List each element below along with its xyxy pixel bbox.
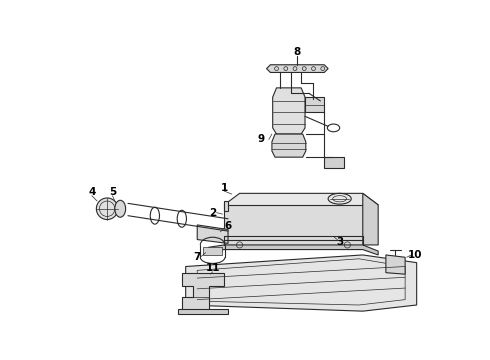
Polygon shape [224, 205, 363, 245]
Polygon shape [363, 193, 378, 245]
Polygon shape [272, 134, 306, 157]
Polygon shape [178, 309, 228, 314]
Text: 11: 11 [205, 263, 220, 273]
Ellipse shape [97, 198, 118, 220]
Polygon shape [186, 255, 416, 311]
Text: 6: 6 [224, 221, 232, 231]
Polygon shape [209, 245, 378, 255]
Polygon shape [273, 88, 305, 134]
Text: 5: 5 [109, 187, 116, 197]
Text: 2: 2 [209, 208, 216, 217]
Polygon shape [197, 225, 228, 243]
Polygon shape [182, 273, 224, 311]
Text: 10: 10 [408, 250, 422, 260]
Polygon shape [224, 193, 378, 214]
Text: 3: 3 [336, 237, 343, 247]
Text: 8: 8 [294, 48, 301, 58]
Polygon shape [324, 157, 343, 168]
Text: 9: 9 [258, 134, 265, 144]
Text: 4: 4 [88, 187, 96, 197]
Polygon shape [305, 97, 324, 112]
Polygon shape [386, 255, 405, 274]
Polygon shape [224, 201, 228, 211]
Text: 1: 1 [220, 183, 228, 193]
Text: 7: 7 [194, 252, 201, 262]
Ellipse shape [115, 200, 125, 217]
Polygon shape [267, 65, 328, 72]
Polygon shape [203, 247, 222, 255]
